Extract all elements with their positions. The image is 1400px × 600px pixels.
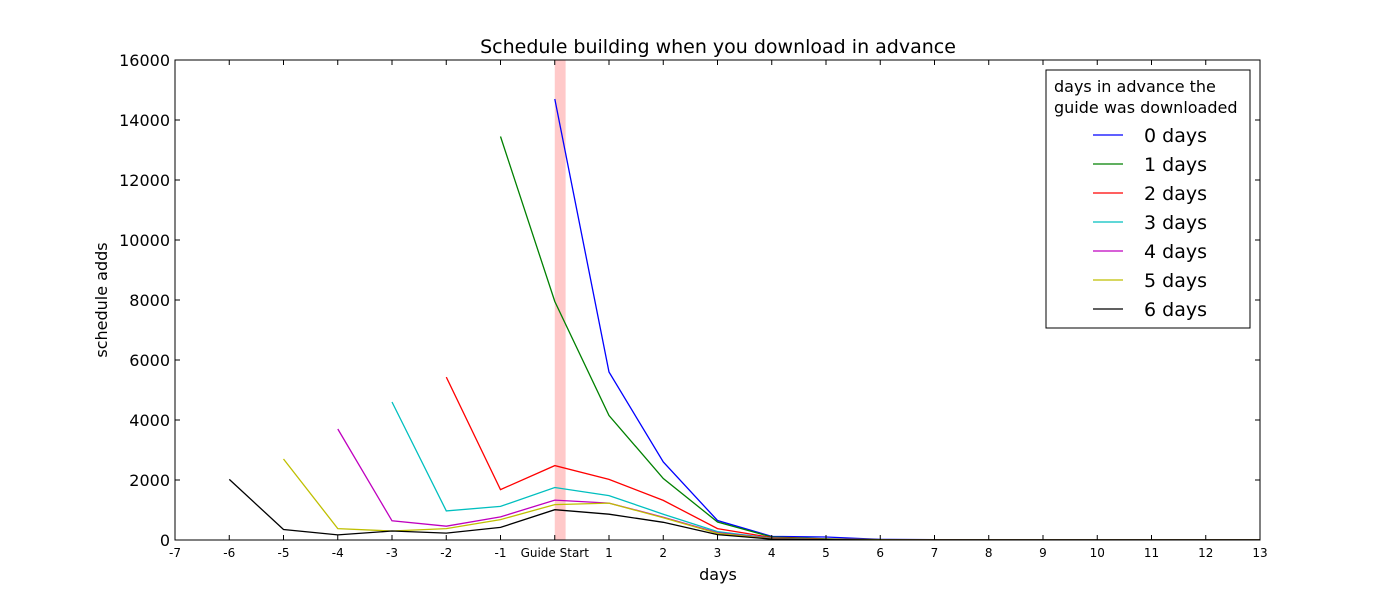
legend-title-line-1: days in advance the <box>1054 77 1216 96</box>
x-tick-label: 11 <box>1144 546 1159 560</box>
y-tick-label: 8000 <box>129 291 170 310</box>
y-tick-label: 2000 <box>129 471 170 490</box>
series-line-5 <box>282 458 1260 541</box>
chart-title: Schedule building when you download in a… <box>480 36 956 58</box>
y-tick-label: 12000 <box>119 171 170 190</box>
y-tick-label: 0 <box>160 531 170 550</box>
x-tick-label: -2 <box>440 546 452 560</box>
x-tick-label: 12 <box>1198 546 1213 560</box>
x-axis: -7 -6 -5 -4 -3 -2 -1 Guide Start 1 2 3 4 5 6 7 8 9 10 11 12… <box>169 60 1268 560</box>
x-tick-label: 7 <box>931 546 939 560</box>
y-tick-label: 16000 <box>119 51 170 70</box>
legend-label: 4 days <box>1144 241 1207 263</box>
guide-start-band <box>554 60 566 540</box>
legend-title-line-2: guide was downloaded <box>1054 98 1238 117</box>
x-tick-label: Guide Start <box>521 546 590 560</box>
x-axis-title: days <box>699 565 737 584</box>
x-tick-label: -5 <box>278 546 290 560</box>
legend-label: 1 days <box>1144 154 1207 176</box>
y-axis: 0 2000 4000 6000 8000 10000 12000 14000 16000 <box>119 51 1260 550</box>
legend-frame <box>1045 69 1251 329</box>
x-tick-label: -6 <box>223 546 235 560</box>
legend-label: 5 days <box>1144 270 1207 292</box>
legend-entries: 0 days 1 days 2 days 3 days 4 days 5 days 6 da… <box>1093 125 1207 321</box>
legend: days in advance the guide was downloaded… <box>1045 69 1251 329</box>
x-tick-label: -7 <box>169 546 181 560</box>
x-tick-label: 1 <box>605 546 613 560</box>
series-line-3 <box>391 401 1260 541</box>
legend-label: 0 days <box>1144 125 1207 147</box>
x-tick-label: 5 <box>822 546 830 560</box>
x-tick-label: 13 <box>1252 546 1267 560</box>
legend-label: 6 days <box>1144 299 1207 321</box>
x-tick-label: -1 <box>495 546 507 560</box>
legend-label: 2 days <box>1144 183 1207 205</box>
legend-label: 3 days <box>1144 212 1207 234</box>
x-tick-label: 3 <box>714 546 722 560</box>
x-tick-label: 8 <box>985 546 993 560</box>
x-tick-label: 4 <box>768 546 776 560</box>
x-tick-label: 6 <box>876 546 884 560</box>
x-tick-label: -4 <box>332 546 344 560</box>
y-tick-label: 10000 <box>119 231 170 250</box>
x-tick-label: 9 <box>1039 546 1047 560</box>
y-tick-label: 14000 <box>119 111 170 130</box>
y-tick-label: 6000 <box>129 351 170 370</box>
x-tick-label: 10 <box>1090 546 1105 560</box>
highlight-band-layer <box>554 60 566 540</box>
x-tick-label: -3 <box>386 546 398 560</box>
series-line-2 <box>445 376 1260 541</box>
y-tick-label: 4000 <box>129 411 170 430</box>
x-tick-label: 2 <box>659 546 667 560</box>
y-axis-title: schedule adds <box>92 242 111 357</box>
